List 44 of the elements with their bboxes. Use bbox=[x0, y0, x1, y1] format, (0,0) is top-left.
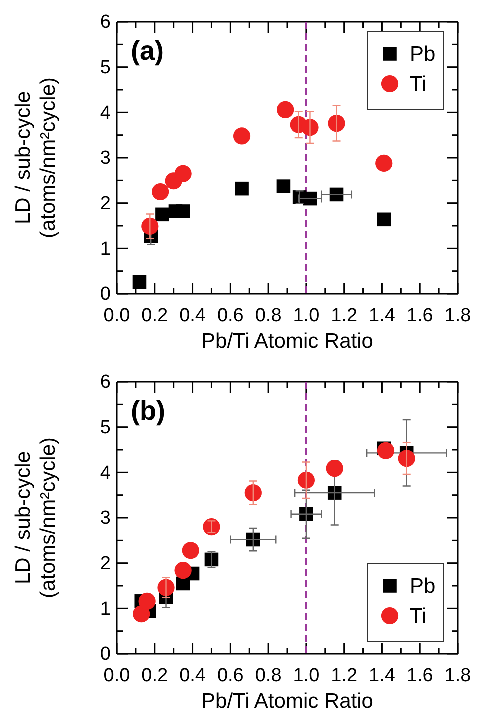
y-tick-label: 4 bbox=[100, 102, 112, 124]
legend-label: Ti bbox=[410, 73, 427, 96]
y-tick-label: 0 bbox=[100, 284, 111, 306]
annotation: (a) bbox=[131, 36, 164, 66]
y-tick-label: 2 bbox=[100, 193, 111, 214]
x-axis-title: Pb/Ti Atomic Ratio bbox=[202, 330, 374, 353]
x-tick-label: 0.8 bbox=[255, 305, 282, 326]
annotation: (b) bbox=[131, 396, 166, 426]
y-tick-label: 1 bbox=[100, 238, 111, 260]
x-tick-label: 0.4 bbox=[180, 305, 206, 326]
x-tick-label: 1.2 bbox=[331, 305, 358, 326]
y-tick-label: 4 bbox=[100, 462, 112, 484]
x-tick-label: 1.0 bbox=[293, 665, 320, 686]
x-tick-label: 1.2 bbox=[331, 665, 358, 686]
y-tick-label: 6 bbox=[100, 372, 111, 394]
x-tick-label: 1.8 bbox=[444, 305, 472, 326]
y-axis-title: LD / sub-cycle (atoms/nm²cycle) bbox=[12, 437, 60, 599]
x-tick-label: 1.4 bbox=[369, 305, 396, 326]
x-tick-label: 1.6 bbox=[406, 665, 434, 686]
y-tick-label: 5 bbox=[100, 417, 111, 438]
x-tick-label: 0.4 bbox=[180, 665, 206, 686]
y-tick-label: 6 bbox=[100, 12, 111, 34]
y-axis-title: LD / sub-cycle (atoms/nm²cycle) bbox=[12, 77, 60, 239]
x-axis-title: Pb/Ti Atomic Ratio bbox=[202, 690, 374, 713]
y-tick-label: 5 bbox=[100, 57, 111, 78]
legend-label: Pb bbox=[410, 43, 436, 66]
x-tick-label: 1.0 bbox=[293, 305, 320, 326]
y-tick-label: 1 bbox=[100, 598, 111, 620]
x-tick-label: 1.8 bbox=[444, 665, 472, 686]
x-tick-label: 0.0 bbox=[104, 665, 130, 686]
y-tick-label: 3 bbox=[100, 148, 111, 170]
x-tick-label: 0.6 bbox=[217, 305, 244, 326]
y-tick-label: 2 bbox=[100, 553, 111, 574]
x-tick-label: 0.8 bbox=[255, 665, 282, 686]
x-tick-label: 0.6 bbox=[217, 665, 244, 686]
x-tick-label: 1.6 bbox=[406, 305, 434, 326]
x-tick-label: 0.2 bbox=[142, 665, 168, 686]
x-tick-label: 0.2 bbox=[142, 305, 168, 326]
x-tick-label: 0.0 bbox=[104, 305, 130, 326]
y-tick-label: 0 bbox=[100, 644, 111, 666]
legend-label: Ti bbox=[410, 605, 427, 628]
x-tick-label: 1.4 bbox=[369, 665, 396, 686]
y-tick-label: 3 bbox=[100, 508, 111, 530]
legend-label: Pb bbox=[410, 575, 436, 598]
